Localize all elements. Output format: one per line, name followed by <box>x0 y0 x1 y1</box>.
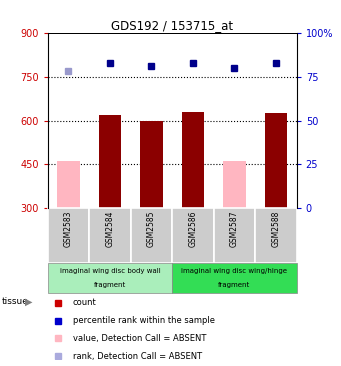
Bar <box>131 208 172 263</box>
Text: GSM2587: GSM2587 <box>230 211 239 247</box>
Bar <box>57 161 80 208</box>
Text: GSM2586: GSM2586 <box>189 211 197 247</box>
Bar <box>223 161 246 208</box>
Bar <box>181 112 204 208</box>
Text: GSM2583: GSM2583 <box>64 211 73 247</box>
Bar <box>89 208 131 263</box>
Bar <box>48 208 89 263</box>
Bar <box>172 208 214 263</box>
Text: value, Detection Call = ABSENT: value, Detection Call = ABSENT <box>73 334 206 343</box>
Text: fragment: fragment <box>94 283 126 288</box>
Text: GSM2585: GSM2585 <box>147 211 156 247</box>
Text: GSM2584: GSM2584 <box>105 211 115 247</box>
Text: rank, Detection Call = ABSENT: rank, Detection Call = ABSENT <box>73 352 202 361</box>
Text: ▶: ▶ <box>25 297 32 307</box>
Bar <box>255 208 297 263</box>
Bar <box>99 115 121 208</box>
Text: percentile rank within the sample: percentile rank within the sample <box>73 316 214 325</box>
Bar <box>214 208 255 263</box>
Title: GDS192 / 153715_at: GDS192 / 153715_at <box>111 19 233 32</box>
Bar <box>140 120 163 208</box>
Text: tissue: tissue <box>2 298 29 306</box>
Text: count: count <box>73 298 97 307</box>
Bar <box>172 263 297 293</box>
Text: fragment: fragment <box>218 283 251 288</box>
Text: GSM2588: GSM2588 <box>271 211 280 247</box>
Text: imaginal wing disc wing/hinge: imaginal wing disc wing/hinge <box>181 268 287 274</box>
Bar <box>265 113 287 208</box>
Bar <box>48 263 172 293</box>
Text: imaginal wing disc body wall: imaginal wing disc body wall <box>60 268 160 274</box>
